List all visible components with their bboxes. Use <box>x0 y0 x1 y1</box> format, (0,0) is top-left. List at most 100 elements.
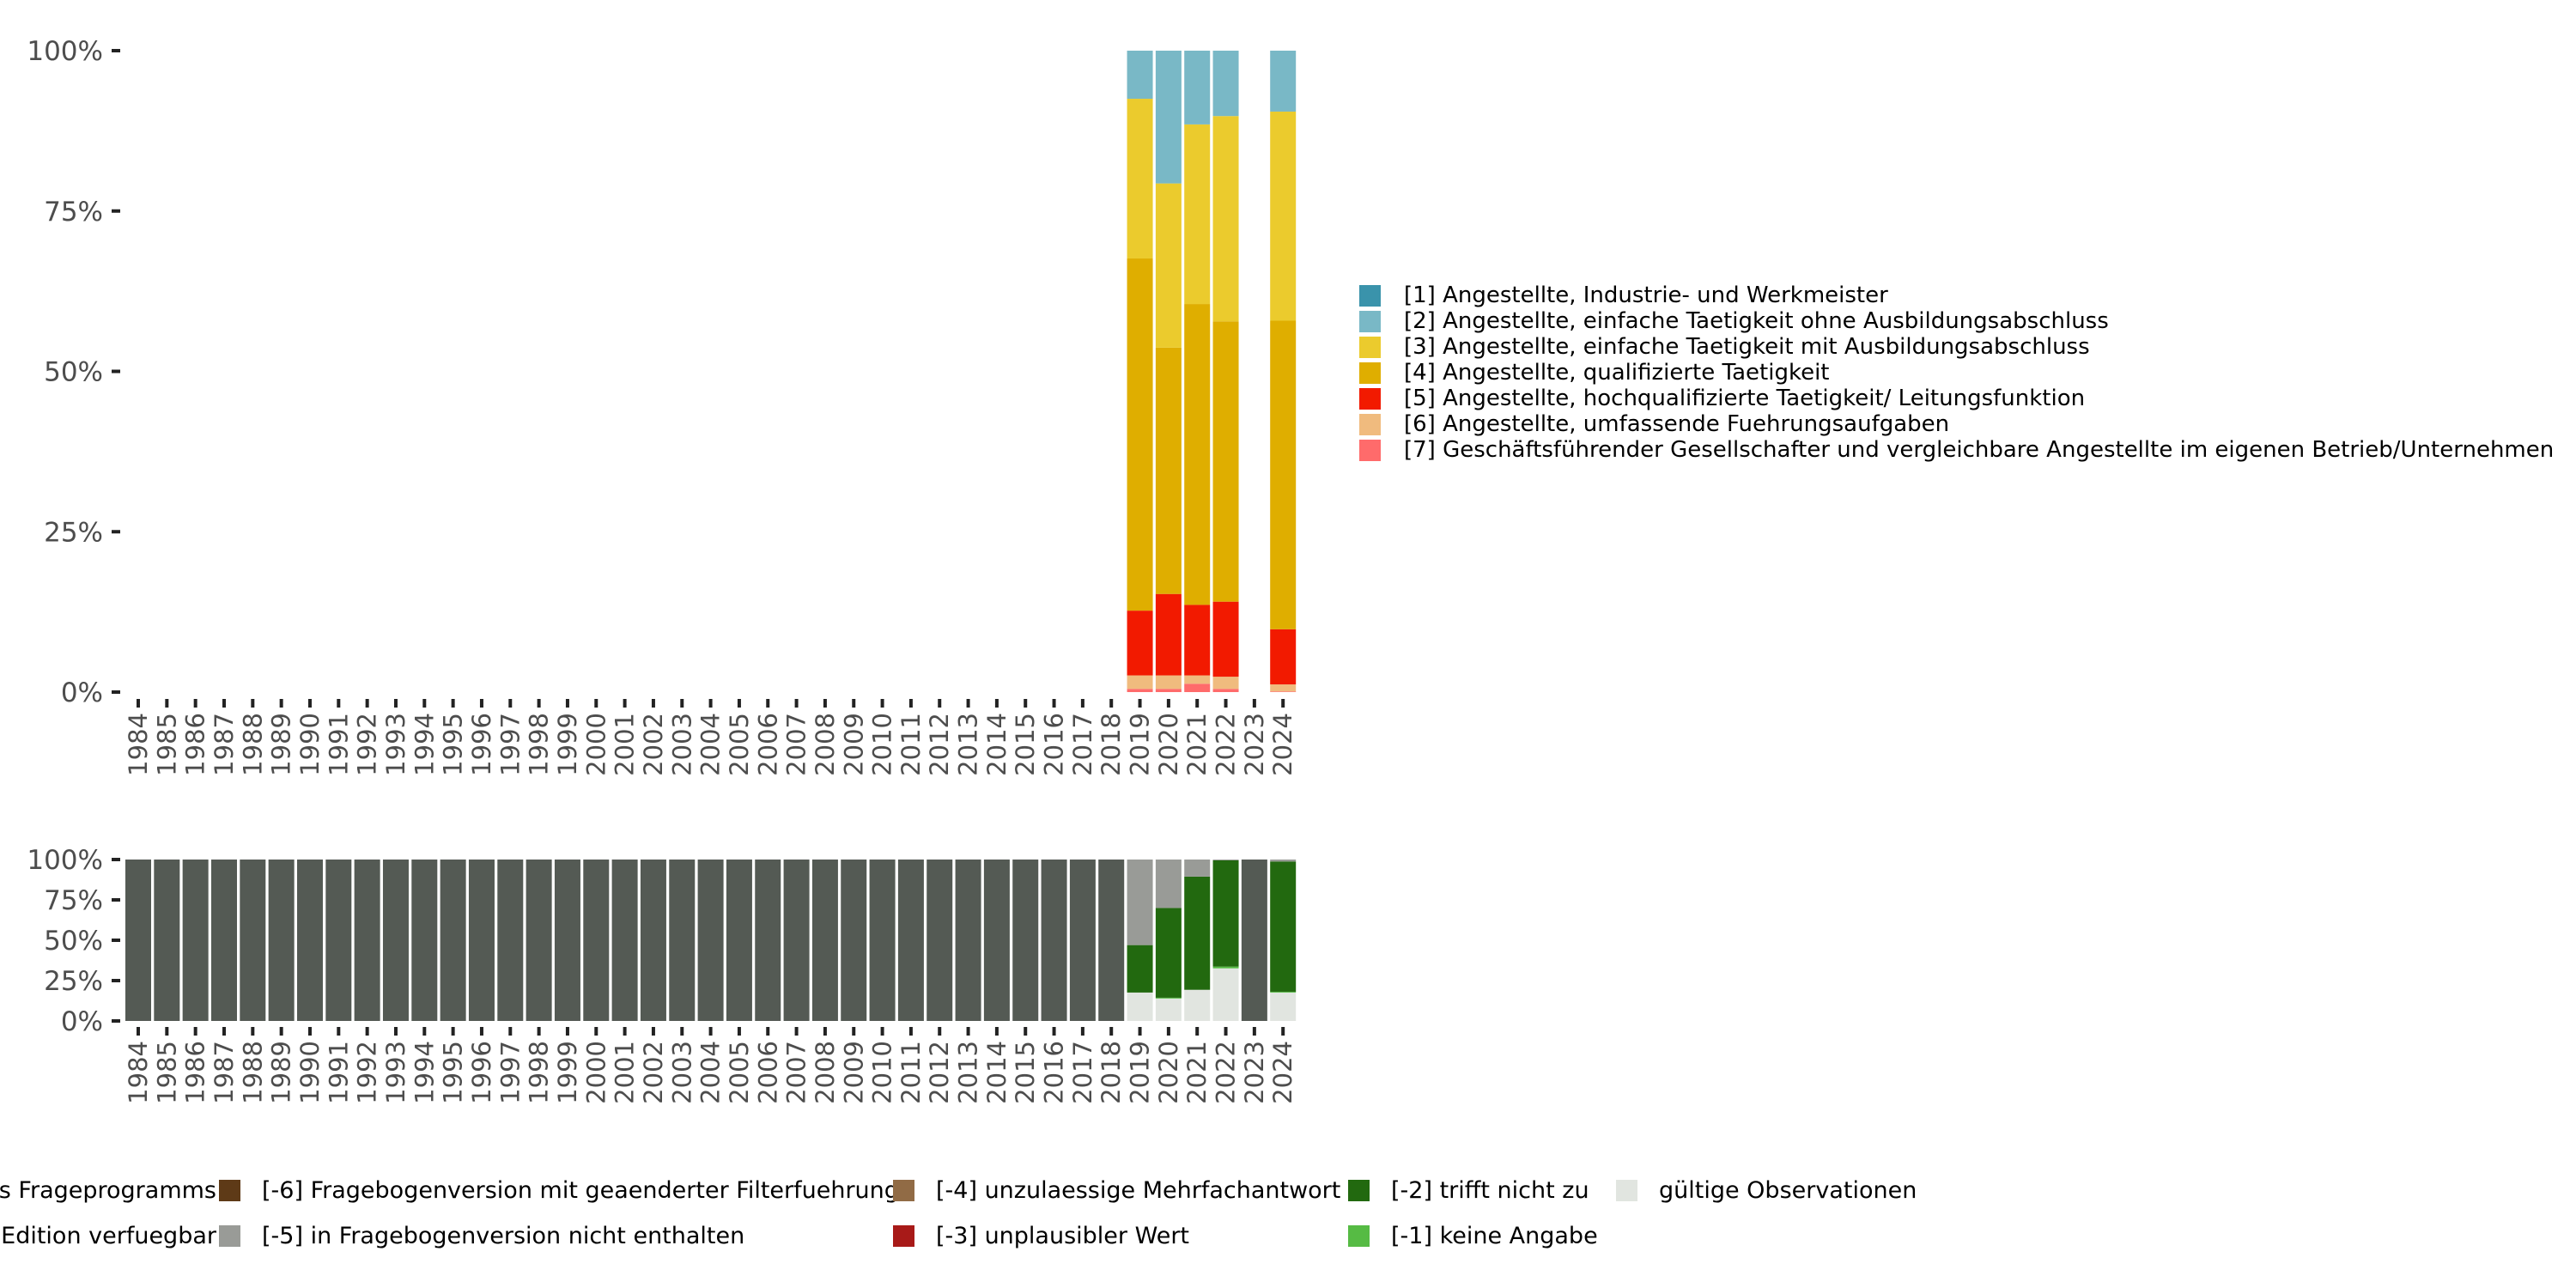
x-tick-label: 1998 <box>525 1041 554 1104</box>
bar-segment <box>1212 51 1239 117</box>
bar-segment <box>726 860 752 1021</box>
bar-segment <box>1155 593 1182 676</box>
legend-label: [6] Angestellte, umfassende Fuehrungsauf… <box>1404 411 1950 437</box>
bar-segment <box>440 860 466 1021</box>
legend-item: [5] Angestellte, hochqualifizierte Taeti… <box>1359 386 2085 411</box>
top-chart: 0%25%50%75%100%1984 1985 1986 1987 1988 1989 1… <box>27 36 1297 776</box>
x-tick-label: 1987 <box>210 1041 239 1104</box>
x-tick-label: 2003 <box>667 1041 696 1104</box>
x-tick-label: 1997 <box>495 1041 525 1104</box>
y-tick-label: 0% <box>61 1006 103 1037</box>
bar-segment <box>927 860 953 1021</box>
bar-segment <box>1127 689 1153 692</box>
legend-label: [-1] keine Angabe <box>1391 1222 1598 1249</box>
bar-segment <box>755 860 781 1021</box>
bar-segment <box>125 860 151 1021</box>
legend-label: s Frageprogramms <box>0 1176 216 1204</box>
x-tick-label: 2021 <box>1182 1041 1212 1104</box>
x-tick-label: 2004 <box>696 1041 726 1104</box>
x-tick-label: 2010 <box>868 713 897 776</box>
x-tick-label: 1998 <box>525 713 554 776</box>
x-tick-label: 1992 <box>353 713 382 776</box>
y-tick-label: 50% <box>44 926 103 957</box>
x-tick-label: 1984 <box>124 713 153 776</box>
x-tick-label: 2006 <box>753 1041 782 1104</box>
y-tick-label: 75% <box>44 197 103 228</box>
bar-segment <box>1270 691 1297 692</box>
bar-segment <box>497 860 524 1021</box>
x-tick-label: 2016 <box>1040 1041 1069 1104</box>
x-tick-label: 1986 <box>181 713 210 776</box>
legend-item: [1] Angestellte, Industrie- und Werkmeis… <box>1359 283 1888 308</box>
bar-segment <box>1098 860 1125 1021</box>
x-tick-label: 1999 <box>553 713 582 776</box>
x-tick-label: 1995 <box>439 713 468 776</box>
legend-label: [-3] unplausibler Wert <box>936 1222 1190 1249</box>
bar-segment <box>1127 675 1153 690</box>
bottom-chart: 0%25%50%75%100%1984 1985 1986 1987 1988 1989 1… <box>27 845 1297 1104</box>
x-tick-label: 2018 <box>1097 1041 1126 1104</box>
x-tick-label: 2013 <box>954 1041 983 1104</box>
x-tick-label: 2017 <box>1068 1041 1097 1104</box>
x-tick-label: 2017 <box>1068 713 1097 776</box>
legend-swatch <box>1359 310 1381 332</box>
legend-swatch <box>1348 1224 1370 1247</box>
bar-segment <box>325 860 352 1021</box>
legend-swatch <box>1359 387 1381 410</box>
bar-segment <box>1270 684 1297 692</box>
bar-segment <box>1270 991 1297 993</box>
x-tick-label: 2011 <box>896 713 926 776</box>
x-tick-label: 2014 <box>982 713 1012 776</box>
legend-label: Edition verfuegbar <box>1 1222 216 1249</box>
bar-segment <box>955 860 981 1021</box>
bar-segment <box>1212 321 1239 602</box>
y-tick-label: 75% <box>44 885 103 916</box>
bar-segment <box>1127 258 1153 611</box>
bar-segment <box>1270 860 1297 862</box>
bar-segment <box>1127 992 1153 1021</box>
y-tick-label: 100% <box>27 36 103 67</box>
bar-segment <box>1184 876 1211 990</box>
bar-segment <box>1184 675 1211 684</box>
x-tick-label: 2004 <box>696 713 726 776</box>
bar-segment <box>697 860 724 1021</box>
bar-segment <box>268 860 295 1021</box>
x-tick-label: 2000 <box>581 1041 611 1104</box>
x-tick-label: 1989 <box>267 1041 296 1104</box>
legend-item: [3] Angestellte, einfache Taetigkeit mit… <box>1359 334 2090 360</box>
legend-swatch <box>219 1179 240 1201</box>
x-tick-label: 2016 <box>1040 713 1069 776</box>
bar-segment <box>1212 860 1239 967</box>
bar-segment <box>1212 689 1239 692</box>
bar-segment <box>411 860 438 1021</box>
x-tick-label: 2000 <box>581 713 611 776</box>
bar-segment <box>1270 629 1297 685</box>
x-tick-label: 2007 <box>782 1041 811 1104</box>
legend-swatch <box>1348 1179 1370 1201</box>
bar-segment <box>1184 989 1211 1021</box>
x-tick-label: 2012 <box>925 1041 954 1104</box>
bar-segment <box>1127 51 1153 100</box>
legend-label: [-2] trifft nicht zu <box>1391 1176 1589 1204</box>
bar-segment <box>526 860 552 1021</box>
bar-segment <box>1270 992 1297 1021</box>
x-tick-label: 2003 <box>667 713 696 776</box>
legend-swatch <box>1359 284 1381 307</box>
bar-segment <box>1184 124 1211 305</box>
bar-segment <box>154 860 180 1021</box>
x-tick-label: 2019 <box>1126 1041 1155 1104</box>
legend-label: [1] Angestellte, Industrie- und Werkmeis… <box>1404 283 1888 308</box>
x-tick-label: 2006 <box>753 713 782 776</box>
bar-segment <box>1184 51 1211 125</box>
y-tick-label: 50% <box>44 357 103 388</box>
x-tick-label: 1994 <box>410 713 439 776</box>
bar-segment <box>1155 860 1182 908</box>
legend-label: [-5] in Fragebogenversion nicht enthalte… <box>262 1222 745 1249</box>
legend-swatch <box>219 1224 240 1247</box>
bar-segment <box>583 860 610 1021</box>
bar-segment <box>1184 683 1211 692</box>
bar-segment <box>869 860 896 1021</box>
legend-swatch <box>1359 361 1381 384</box>
x-tick-label: 1990 <box>295 1041 325 1104</box>
bar-segment <box>897 860 924 1021</box>
